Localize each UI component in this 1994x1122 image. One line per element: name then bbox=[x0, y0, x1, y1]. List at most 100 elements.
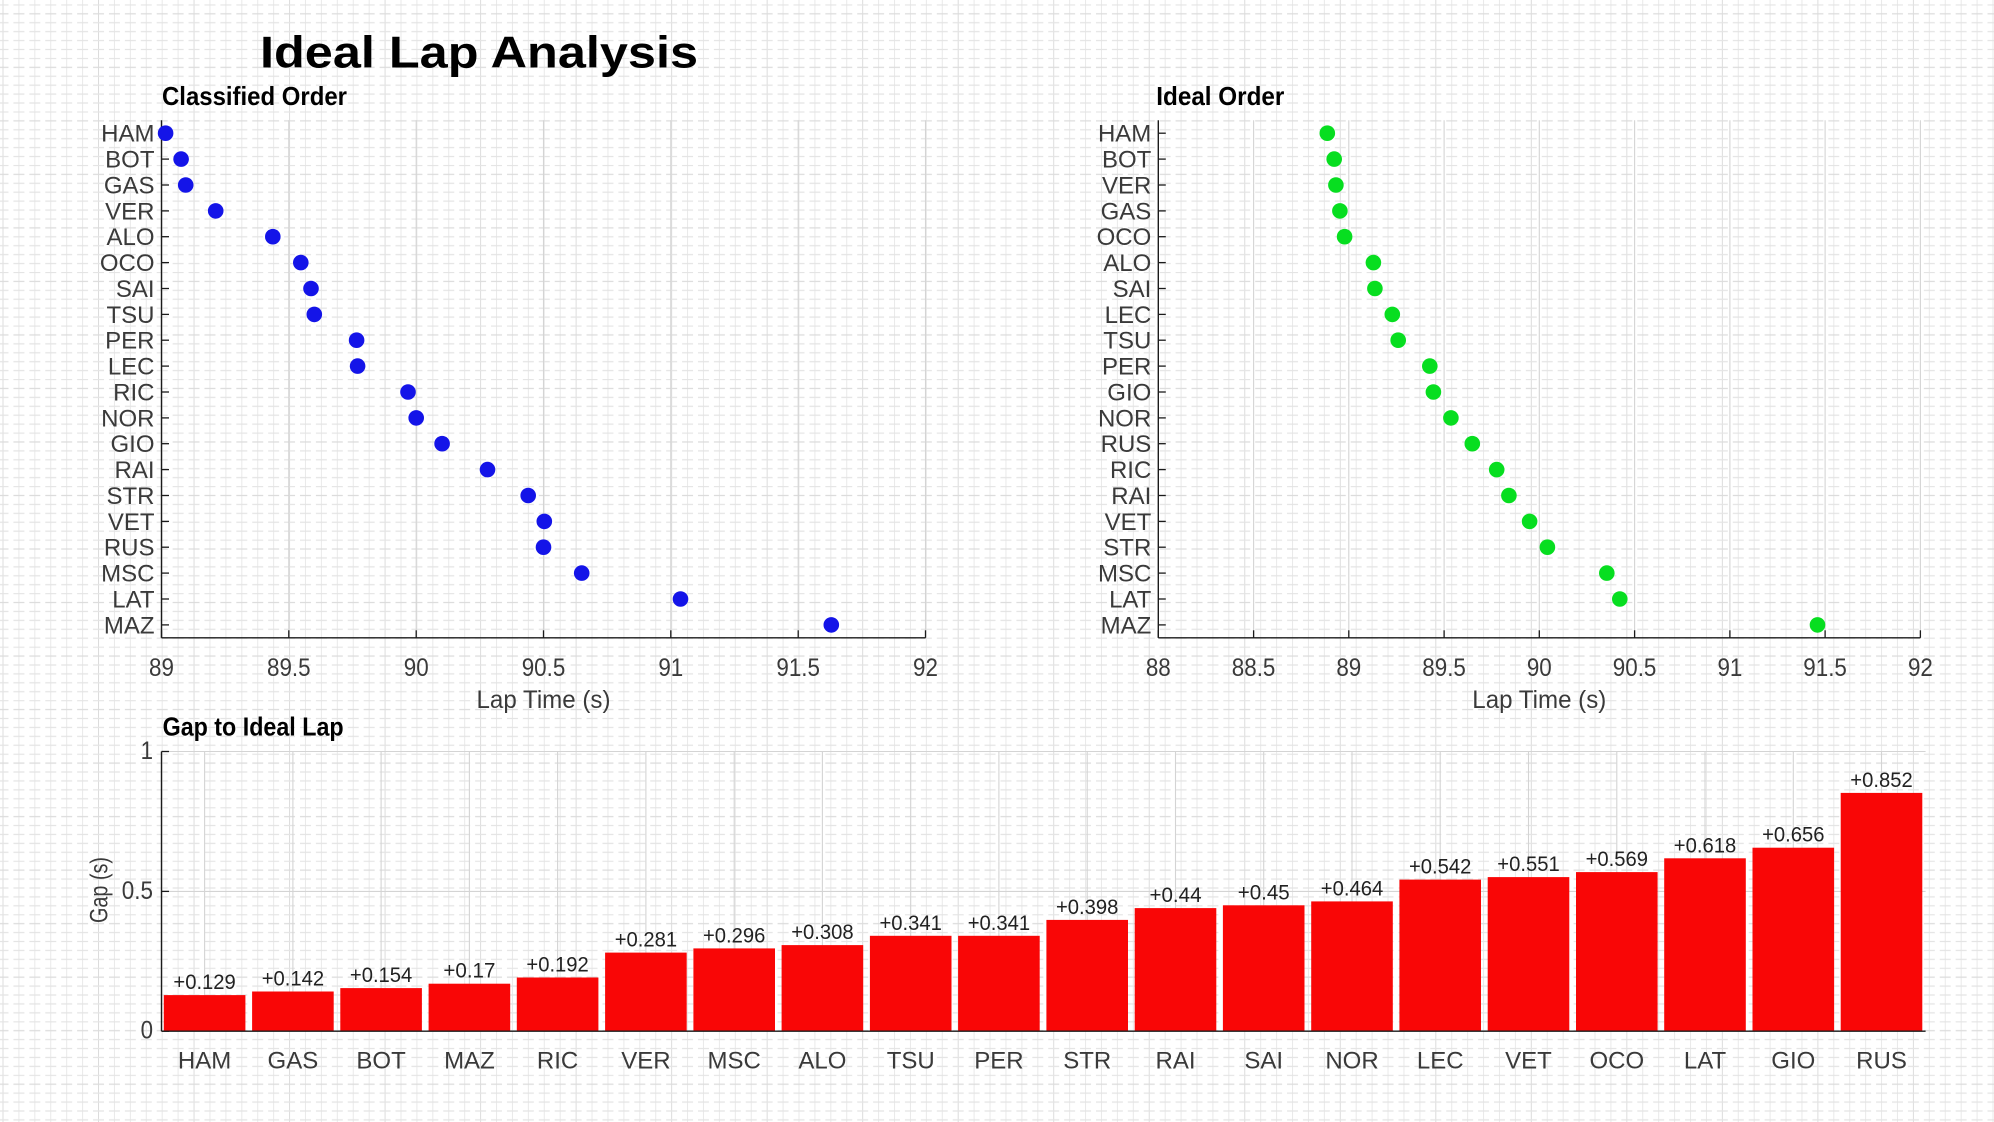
svg-text:90: 90 bbox=[1527, 654, 1552, 682]
svg-text:Gap to Ideal Lap: Gap to Ideal Lap bbox=[163, 712, 344, 742]
svg-text:88.5: 88.5 bbox=[1232, 654, 1276, 682]
svg-text:GAS: GAS bbox=[268, 1048, 319, 1075]
svg-text:91.5: 91.5 bbox=[776, 654, 820, 682]
svg-text:89: 89 bbox=[149, 654, 174, 682]
svg-text:TSU: TSU bbox=[1103, 328, 1151, 355]
svg-text:LEC: LEC bbox=[1105, 302, 1152, 329]
svg-text:+0.192: +0.192 bbox=[526, 953, 588, 977]
svg-text:92: 92 bbox=[913, 654, 938, 682]
svg-text:+0.154: +0.154 bbox=[350, 963, 412, 987]
svg-text:90.5: 90.5 bbox=[1613, 654, 1657, 682]
svg-text:GIO: GIO bbox=[1771, 1048, 1815, 1075]
svg-text:STR: STR bbox=[107, 483, 155, 510]
svg-text:RIC: RIC bbox=[113, 380, 154, 407]
svg-text:BOT: BOT bbox=[356, 1048, 406, 1075]
svg-text:89.5: 89.5 bbox=[1422, 654, 1466, 682]
svg-text:+0.569: +0.569 bbox=[1586, 847, 1648, 871]
svg-text:VER: VER bbox=[1102, 173, 1151, 200]
svg-text:NOR: NOR bbox=[1098, 405, 1151, 432]
svg-text:RUS: RUS bbox=[1856, 1048, 1907, 1075]
svg-text:RAI: RAI bbox=[114, 457, 154, 484]
svg-text:RAI: RAI bbox=[1155, 1048, 1195, 1075]
svg-text:Classified Order: Classified Order bbox=[162, 81, 347, 111]
svg-text:NOR: NOR bbox=[1325, 1048, 1378, 1075]
svg-text:LEC: LEC bbox=[1417, 1048, 1464, 1075]
svg-text:+0.656: +0.656 bbox=[1762, 823, 1824, 847]
svg-text:MSC: MSC bbox=[708, 1048, 761, 1075]
svg-text:ALO: ALO bbox=[106, 224, 154, 251]
svg-text:RAI: RAI bbox=[1111, 483, 1151, 510]
svg-text:+0.281: +0.281 bbox=[615, 928, 677, 952]
svg-text:STR: STR bbox=[1063, 1048, 1111, 1075]
svg-text:1: 1 bbox=[141, 737, 153, 765]
svg-text:TSU: TSU bbox=[887, 1048, 935, 1075]
svg-text:+0.44: +0.44 bbox=[1150, 883, 1202, 907]
svg-text:+0.464: +0.464 bbox=[1321, 876, 1383, 900]
svg-text:+0.142: +0.142 bbox=[262, 967, 324, 991]
svg-text:+0.341: +0.341 bbox=[880, 911, 942, 935]
svg-text:LAT: LAT bbox=[1684, 1048, 1727, 1075]
svg-text:+0.129: +0.129 bbox=[173, 970, 235, 994]
svg-text:91: 91 bbox=[658, 654, 683, 682]
svg-text:RUS: RUS bbox=[104, 535, 155, 562]
svg-text:LAT: LAT bbox=[1109, 587, 1152, 614]
svg-text:+0.17: +0.17 bbox=[443, 959, 495, 983]
svg-text:MAZ: MAZ bbox=[104, 612, 155, 639]
svg-text:ALO: ALO bbox=[1103, 250, 1151, 277]
svg-text:VET: VET bbox=[1105, 509, 1152, 536]
svg-text:LEC: LEC bbox=[108, 354, 155, 381]
svg-text:BOT: BOT bbox=[1102, 147, 1152, 174]
svg-text:MSC: MSC bbox=[1098, 561, 1151, 588]
svg-text:Lap Time (s): Lap Time (s) bbox=[1472, 686, 1606, 714]
svg-text:RIC: RIC bbox=[537, 1048, 578, 1075]
svg-text:+0.398: +0.398 bbox=[1056, 895, 1118, 919]
svg-text:HAM: HAM bbox=[101, 121, 154, 148]
svg-text:89: 89 bbox=[1336, 654, 1361, 682]
svg-text:90.5: 90.5 bbox=[522, 654, 566, 682]
svg-text:90: 90 bbox=[404, 654, 429, 682]
svg-text:+0.542: +0.542 bbox=[1409, 855, 1471, 879]
svg-text:OCO: OCO bbox=[1097, 224, 1152, 251]
svg-text:TSU: TSU bbox=[107, 302, 155, 329]
svg-text:Ideal Lap Analysis: Ideal Lap Analysis bbox=[260, 28, 698, 78]
svg-text:VET: VET bbox=[108, 509, 155, 536]
svg-text:VER: VER bbox=[105, 198, 154, 225]
svg-text:0: 0 bbox=[141, 1017, 153, 1045]
svg-text:Lap Time (s): Lap Time (s) bbox=[477, 686, 611, 714]
svg-text:GIO: GIO bbox=[1107, 380, 1151, 407]
svg-text:MSC: MSC bbox=[101, 561, 154, 588]
svg-text:+0.308: +0.308 bbox=[791, 920, 853, 944]
svg-text:LAT: LAT bbox=[112, 587, 155, 614]
svg-text:VET: VET bbox=[1505, 1048, 1552, 1075]
svg-text:+0.852: +0.852 bbox=[1850, 768, 1912, 792]
svg-text:GAS: GAS bbox=[1101, 198, 1152, 225]
svg-text:91.5: 91.5 bbox=[1803, 654, 1847, 682]
svg-text:VER: VER bbox=[621, 1048, 670, 1075]
svg-text:+0.551: +0.551 bbox=[1497, 852, 1559, 876]
svg-text:NOR: NOR bbox=[101, 405, 154, 432]
svg-text:OCO: OCO bbox=[1589, 1048, 1644, 1075]
svg-text:0.5: 0.5 bbox=[122, 877, 153, 905]
svg-text:HAM: HAM bbox=[178, 1048, 231, 1075]
svg-text:SAI: SAI bbox=[1244, 1048, 1283, 1075]
svg-text:BOT: BOT bbox=[105, 147, 155, 174]
svg-text:88: 88 bbox=[1146, 654, 1171, 682]
svg-text:+0.341: +0.341 bbox=[968, 911, 1030, 935]
svg-text:+0.296: +0.296 bbox=[703, 923, 765, 947]
svg-text:ALO: ALO bbox=[798, 1048, 846, 1075]
svg-text:STR: STR bbox=[1103, 535, 1151, 562]
svg-text:PER: PER bbox=[974, 1048, 1023, 1075]
svg-text:Gap (s): Gap (s) bbox=[86, 857, 114, 923]
svg-text:SAI: SAI bbox=[116, 276, 155, 303]
svg-text:MAZ: MAZ bbox=[444, 1048, 495, 1075]
svg-text:OCO: OCO bbox=[100, 250, 155, 277]
svg-text:RUS: RUS bbox=[1101, 431, 1152, 458]
svg-text:SAI: SAI bbox=[1113, 276, 1152, 303]
svg-text:91: 91 bbox=[1717, 654, 1742, 682]
svg-text:GAS: GAS bbox=[104, 173, 155, 200]
svg-text:MAZ: MAZ bbox=[1101, 612, 1152, 639]
svg-text:+0.618: +0.618 bbox=[1674, 833, 1736, 857]
svg-text:GIO: GIO bbox=[110, 431, 154, 458]
svg-text:89.5: 89.5 bbox=[267, 654, 311, 682]
svg-text:92: 92 bbox=[1908, 654, 1933, 682]
